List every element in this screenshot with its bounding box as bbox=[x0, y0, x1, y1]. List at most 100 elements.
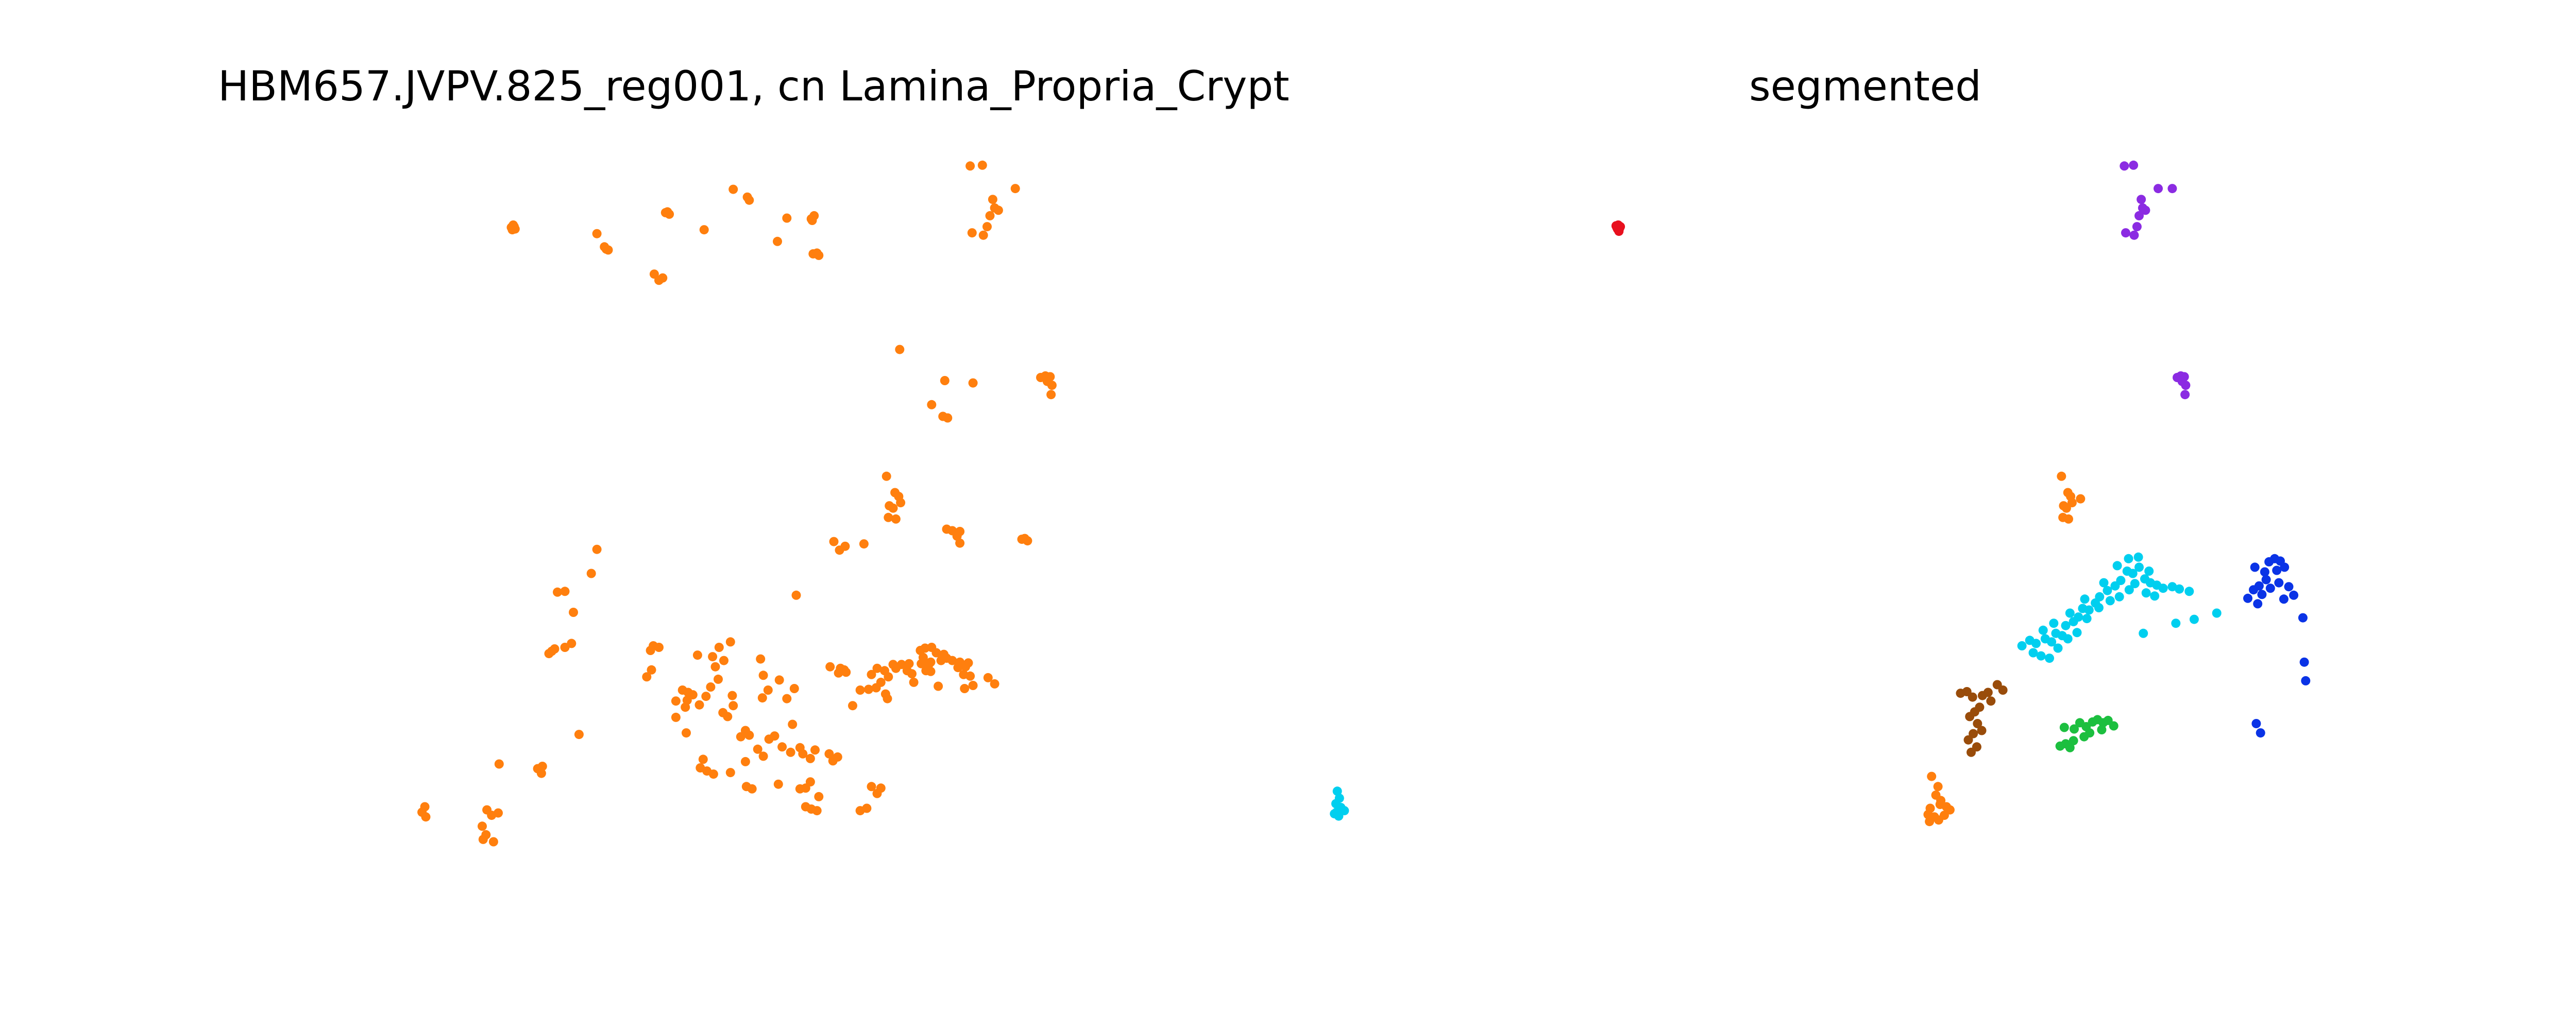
scatter-point-panel1-series6-8 bbox=[2109, 721, 2119, 731]
scatter-point-panel0-series0-11 bbox=[660, 208, 670, 217]
scatter-point-panel1-series3-14 bbox=[2103, 586, 2112, 595]
scatter-point-panel1-series3-0 bbox=[2017, 641, 2027, 650]
scatter-point-panel0-series0-126 bbox=[723, 712, 733, 722]
scatter-point-panel0-series0-78 bbox=[855, 685, 865, 695]
scatter-point-panel0-series0-112 bbox=[876, 677, 886, 687]
scatter-point-panel1-series3-9 bbox=[2074, 612, 2083, 622]
right-panel-title: segmented bbox=[1749, 62, 1981, 110]
scatter-point-panel0-series0-69 bbox=[791, 590, 801, 600]
scatter-point-panel0-series0-177 bbox=[763, 685, 773, 695]
scatter-point-panel0-series0-42 bbox=[968, 378, 978, 388]
scatter-point-panel1-series3-2 bbox=[2031, 639, 2041, 648]
scatter-point-panel1-series4-22 bbox=[2256, 728, 2265, 738]
scatter-point-panel0-series0-128 bbox=[682, 728, 691, 738]
scatter-point-panel1-series3-49 bbox=[2171, 619, 2181, 628]
left-scatter-panel: HBM657.JVPV.825_reg001, cn Lamina_Propri… bbox=[218, 62, 1290, 847]
scatter-point-panel0-series0-16 bbox=[728, 184, 738, 194]
scatter-point-panel0-series0-20 bbox=[782, 213, 792, 223]
scatter-point-panel0-series0-139 bbox=[494, 759, 504, 769]
scatter-point-panel1-series5-6 bbox=[1998, 685, 2008, 695]
scatter-point-panel1-series4-13 bbox=[2284, 582, 2294, 592]
scatter-point-panel0-series0-196 bbox=[747, 784, 757, 794]
scatter-point-panel0-series0-53 bbox=[896, 498, 906, 508]
scatter-point-panel1-series4-15 bbox=[2279, 594, 2289, 604]
scatter-point-panel0-series0-138 bbox=[421, 812, 431, 822]
scatter-point-panel0-series0-72 bbox=[825, 662, 835, 672]
scatter-point-panel1-series3-43 bbox=[2099, 578, 2109, 588]
scatter-point-panel1-series4-7 bbox=[2261, 575, 2271, 585]
scatter-point-panel0-series0-28 bbox=[977, 160, 987, 170]
scatter-point-panel1-series2-4 bbox=[2067, 498, 2077, 508]
scatter-point-panel1-series3-47 bbox=[2144, 566, 2154, 576]
scatter-point-panel0-series0-37 bbox=[895, 345, 905, 354]
scatter-point-panel1-series2-10 bbox=[1933, 782, 1943, 792]
scatter-point-panel1-series1-1 bbox=[2129, 160, 2139, 170]
scatter-point-panel0-series0-31 bbox=[982, 222, 992, 232]
scatter-point-panel1-series3-44 bbox=[2112, 561, 2122, 571]
scatter-point-panel0-series0-203 bbox=[812, 806, 822, 816]
scatter-point-panel1-series3-7 bbox=[2061, 621, 2071, 630]
scatter-point-panel0-series0-77 bbox=[848, 701, 857, 711]
scatter-point-panel0-series0-168 bbox=[706, 682, 716, 692]
scatter-point-panel1-series1-5 bbox=[2134, 211, 2144, 220]
scatter-point-panel1-series3-25 bbox=[2028, 648, 2038, 658]
scatter-point-panel1-series3-30 bbox=[2072, 628, 2082, 638]
scatter-point-panel1-series1-15 bbox=[2181, 381, 2191, 390]
scatter-point-panel1-series2-6 bbox=[2064, 514, 2073, 524]
scatter-point-panel1-series7-7 bbox=[1330, 809, 1340, 819]
scatter-point-panel1-series3-26 bbox=[2036, 651, 2046, 661]
scatter-point-panel1-series4-5 bbox=[2280, 562, 2290, 572]
scatter-point-panel0-series0-209 bbox=[855, 806, 865, 816]
scatter-point-panel1-series6-9 bbox=[2097, 725, 2107, 734]
scatter-point-panel1-series3-39 bbox=[2038, 625, 2048, 635]
scatter-point-panel1-series4-16 bbox=[2298, 613, 2308, 623]
scatter-point-panel1-series3-18 bbox=[2128, 569, 2138, 578]
scatter-point-panel0-series0-4 bbox=[509, 220, 518, 230]
scatter-point-panel0-series0-152 bbox=[569, 608, 578, 617]
scatter-point-panel0-series0-154 bbox=[553, 587, 562, 597]
scatter-point-panel0-series0-29 bbox=[967, 228, 977, 238]
scatter-point-panel0-series0-131 bbox=[692, 650, 702, 660]
scatter-point-panel1-series3-4 bbox=[2047, 637, 2057, 647]
scatter-point-panel0-series0-98 bbox=[931, 648, 941, 658]
scatter-point-panel1-series5-2 bbox=[1968, 692, 1977, 702]
scatter-point-panel0-series0-159 bbox=[654, 643, 664, 652]
scatter-point-panel0-series0-54 bbox=[884, 512, 893, 522]
scatter-point-panel0-series0-70 bbox=[774, 675, 784, 685]
left-panel-title: HBM657.JVPV.825_reg001, cn Lamina_Propri… bbox=[218, 62, 1290, 110]
scatter-point-panel0-series0-173 bbox=[714, 643, 724, 652]
scatter-point-panel0-series0-81 bbox=[867, 670, 876, 679]
scatter-point-panel0-series0-214 bbox=[725, 768, 735, 778]
scatter-point-panel0-series0-153 bbox=[560, 587, 570, 596]
scatter-point-panel0-series0-124 bbox=[728, 701, 738, 711]
scatter-point-panel1-series3-50 bbox=[2189, 614, 2199, 624]
scatter-point-panel0-series0-155 bbox=[586, 569, 596, 578]
scatter-point-panel1-series4-0 bbox=[2250, 562, 2260, 572]
scatter-point-panel0-series0-102 bbox=[947, 656, 957, 665]
scatter-point-panel0-series0-116 bbox=[934, 681, 943, 691]
scatter-point-panel0-series0-186 bbox=[777, 742, 787, 752]
scatter-point-panel1-series4-18 bbox=[2253, 599, 2263, 609]
scatter-point-panel1-series3-32 bbox=[2094, 603, 2104, 612]
scatter-point-panel0-series0-164 bbox=[671, 696, 681, 706]
scatter-point-panel0-series0-30 bbox=[978, 230, 988, 240]
scatter-point-panel0-series0-18 bbox=[744, 195, 754, 205]
scatter-point-panel0-series0-90 bbox=[907, 669, 917, 679]
scatter-point-panel0-series0-190 bbox=[805, 753, 815, 763]
scatter-point-panel0-series0-68 bbox=[859, 539, 869, 549]
scatter-point-panel1-series3-13 bbox=[2095, 592, 2105, 602]
scatter-point-panel0-series0-178 bbox=[757, 693, 767, 703]
scatter-point-panel0-series0-19 bbox=[773, 236, 782, 246]
scatter-point-panel0-series0-183 bbox=[758, 751, 768, 761]
scatter-point-panel0-series0-213 bbox=[708, 769, 718, 779]
scatter-point-panel1-series5-12 bbox=[1977, 726, 1987, 735]
scatter-point-panel0-series0-170 bbox=[710, 662, 720, 672]
scatter-point-panel0-series0-122 bbox=[740, 757, 750, 766]
scatter-point-panel0-series0-149 bbox=[550, 644, 560, 654]
scatter-point-panel1-series5-11 bbox=[1973, 719, 1982, 728]
scatter-point-panel1-series3-23 bbox=[2158, 583, 2168, 593]
scatter-point-panel0-series0-130 bbox=[642, 672, 652, 682]
scatter-point-panel1-series1-7 bbox=[2137, 195, 2146, 204]
scatter-point-panel0-series0-55 bbox=[891, 514, 901, 524]
scatter-point-panel0-series0-172 bbox=[708, 652, 718, 662]
